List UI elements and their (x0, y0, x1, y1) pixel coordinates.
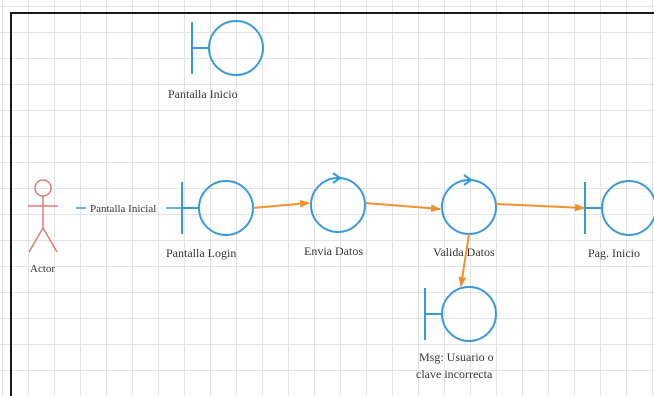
actor-right-leg (42, 227, 58, 253)
control-valida-datos[interactable] (441, 174, 497, 235)
boundary-pantalla-login-label: Pantalla Login (166, 246, 236, 260)
boundary-pag-inicio-label: Pag. Inicio (588, 246, 640, 260)
arrow-login-to-envia (252, 199, 310, 209)
control-envia-datos[interactable] (310, 172, 366, 233)
boundary-msg-error[interactable] (424, 286, 497, 342)
arrow-envia-to-valida (364, 202, 441, 213)
boundary-pantalla-inicio[interactable] (191, 20, 264, 76)
control-valida-datos-label: Valida Datos (433, 245, 495, 259)
boundary-pantalla-login[interactable] (181, 180, 254, 236)
boundary-pag-inicio[interactable] (584, 180, 654, 236)
arrow-valida-to-msg (458, 233, 470, 287)
boundary-pantalla-inicio-label: Pantalla Inicio (168, 87, 238, 101)
boundary-msg-error-label-line1: Msg: Usuario o (419, 350, 494, 364)
control-envia-datos-label: Envia Datos (304, 244, 363, 258)
frame-top-border (10, 12, 654, 14)
association-label: Pantalla Inicial (90, 203, 156, 215)
actor-label: Actor (30, 263, 55, 275)
actor-left-leg (28, 227, 44, 253)
boundary-msg-error-label-line2: clave incorrecta (416, 367, 493, 381)
frame-left-border (10, 12, 12, 396)
arrow-valida-to-paginicio (495, 203, 585, 212)
actor-figure[interactable] (28, 179, 58, 253)
actor-head (34, 179, 52, 197)
